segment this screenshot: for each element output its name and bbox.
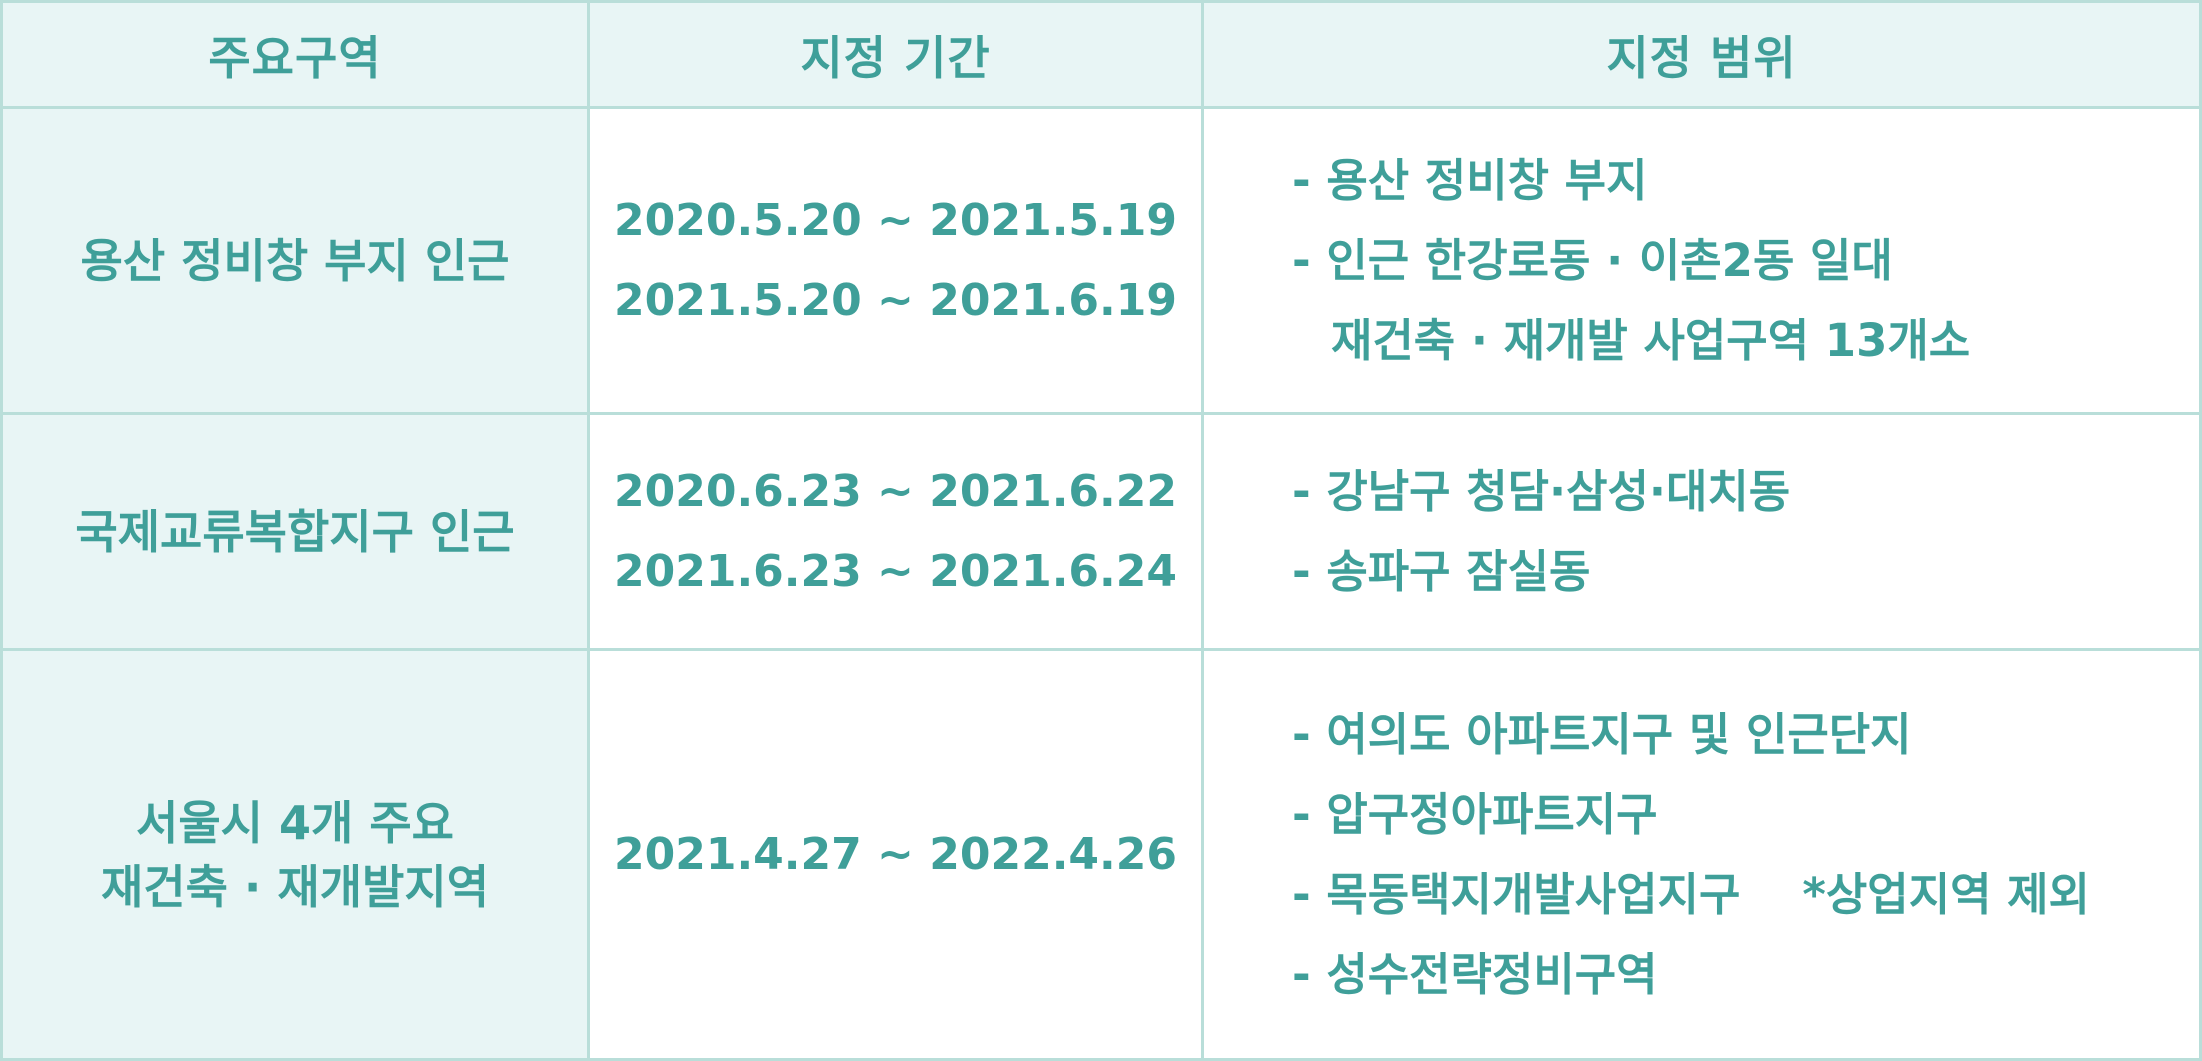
row-2-period: 2020.6.23 ~ 2021.6.22 2021.6.23 ~ 2021.6… <box>590 415 1204 651</box>
header-scope-label: 지정 범위 <box>1606 30 1797 85</box>
row-3-scope-item-3: - 목동택지개발사업지구 <box>1292 867 1741 921</box>
row-2-scope-item-1: - 강남구 청담·삼성·대치동 <box>1292 464 1791 518</box>
header-area: 주요구역 <box>3 3 590 109</box>
row-2-scope-item-2: - 송파구 잠실동 <box>1292 544 1591 598</box>
row-2-area-text: 국제교류복합지구 인근 <box>75 504 515 559</box>
header-scope: 지정 범위 <box>1204 3 2199 109</box>
row-1-area: 용산 정비창 부지 인근 <box>3 109 590 415</box>
row-3-area: 서울시 4개 주요 재건축 · 재개발지역 <box>3 651 590 1058</box>
row-3-scope-note: *상업지역 제외 <box>1802 867 2090 921</box>
header-period-label: 지정 기간 <box>800 30 991 85</box>
row-2-period-1: 2020.6.23 ~ 2021.6.22 <box>614 465 1177 517</box>
row-3-area-line-2: 재건축 · 재개발지역 <box>100 859 490 914</box>
row-2-period-2: 2021.6.23 ~ 2021.6.24 <box>614 545 1177 597</box>
row-3-period: 2021.4.27 ~ 2022.4.26 <box>590 651 1204 1058</box>
header-area-label: 주요구역 <box>208 30 382 85</box>
row-1-scope: - 용산 정비창 부지 - 인근 한강로동 · 이촌2동 일대 재건축 · 재개… <box>1204 109 2199 415</box>
header-period: 지정 기간 <box>590 3 1204 109</box>
row-3-area-line-1: 서울시 4개 주요 <box>136 795 454 850</box>
row-3-scope-item-2: - 압구정아파트지구 <box>1292 787 1658 841</box>
row-1-period-1: 2020.5.20 ~ 2021.5.19 <box>614 194 1177 246</box>
row-3-scope: - 여의도 아파트지구 및 인근단지 - 압구정아파트지구 - 목동택지개발사업… <box>1204 651 2199 1058</box>
row-2-scope: - 강남구 청담·삼성·대치동 - 송파구 잠실동 <box>1204 415 2199 651</box>
row-1-period-2: 2021.5.20 ~ 2021.6.19 <box>614 274 1177 326</box>
row-1-scope-item-2: - 인근 한강로동 · 이촌2동 일대 <box>1292 233 1893 287</box>
row-3-scope-item-4: - 성수전략정비구역 <box>1292 947 1658 1001</box>
row-3-period-1: 2021.4.27 ~ 2022.4.26 <box>614 828 1177 880</box>
row-1-period: 2020.5.20 ~ 2021.5.19 2021.5.20 ~ 2021.6… <box>590 109 1204 415</box>
row-1-scope-item-1: - 용산 정비창 부지 <box>1292 153 1648 207</box>
row-1-scope-item-3: 재건축 · 재개발 사업구역 13개소 <box>1331 313 1971 367</box>
row-2-area: 국제교류복합지구 인근 <box>3 415 590 651</box>
row-3-scope-item-3-line: - 목동택지개발사업지구 *상업지역 제외 <box>1292 855 2090 935</box>
row-3-scope-item-1: - 여의도 아파트지구 및 인근단지 <box>1292 707 1912 761</box>
row-1-area-text: 용산 정비창 부지 인근 <box>80 233 510 288</box>
